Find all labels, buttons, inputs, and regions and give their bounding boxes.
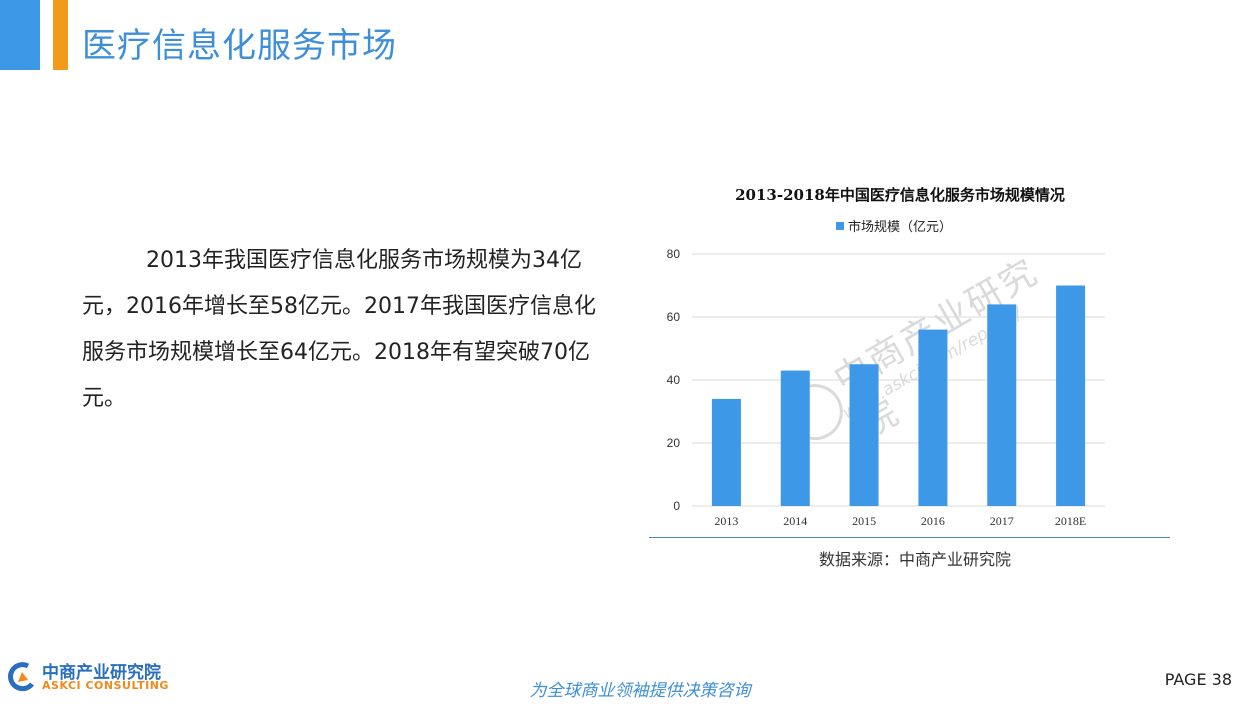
legend-label: 市场规模（亿元） (848, 220, 953, 235)
source-note: 数据来源：中商产业研究院 (818, 550, 1011, 569)
x-tick-label: 2014 (783, 514, 807, 528)
bar-2016 (918, 329, 948, 506)
header-blue-bar (0, 0, 40, 70)
y-tick-label: 80 (667, 247, 681, 261)
page-title: 医疗信息化服务市场 (82, 26, 397, 66)
bar-2018E (1056, 285, 1086, 506)
bar-2014 (780, 370, 810, 506)
x-tick-label: 2013 (714, 514, 738, 528)
bar-chart: 0 20 40 60 80 2013 2014 2015 2016 2017 2018E (667, 247, 1105, 528)
y-tick-label: 40 (667, 373, 681, 387)
x-tick-label: 2017 (990, 514, 1014, 528)
logo-name-cn: 中商产业研究院 (42, 663, 161, 683)
bar-2013 (711, 398, 741, 506)
body-paragraph: 2013年我国医疗信息化服务市场规模为34亿元，2016年增长至58亿元。201… (82, 248, 596, 411)
page-number: PAGE 38 (1164, 670, 1232, 689)
x-tick-label: 2015 (852, 514, 876, 528)
x-tick-label: 2016 (921, 514, 945, 528)
x-tick-label: 2018E (1055, 514, 1086, 528)
header-orange-bar (53, 0, 68, 70)
chart-title: 2013-2018年中国医疗信息化服务市场规模情况 (735, 186, 1065, 204)
askci-logo-icon (8, 662, 34, 692)
footer-slogan: 为全球商业领袖提供决策咨询 (529, 681, 751, 701)
y-tick-label: 60 (667, 310, 681, 324)
logo-name-en: ASKCI CONSULTING (42, 679, 169, 692)
chart-legend: 市场规模（亿元） (836, 216, 952, 235)
y-tick-label: 0 (673, 499, 680, 513)
bar-2015 (849, 364, 879, 506)
y-tick-label: 20 (667, 436, 681, 450)
legend-swatch (836, 221, 844, 230)
chart-divider (649, 537, 1170, 538)
bar-2017 (987, 304, 1017, 506)
